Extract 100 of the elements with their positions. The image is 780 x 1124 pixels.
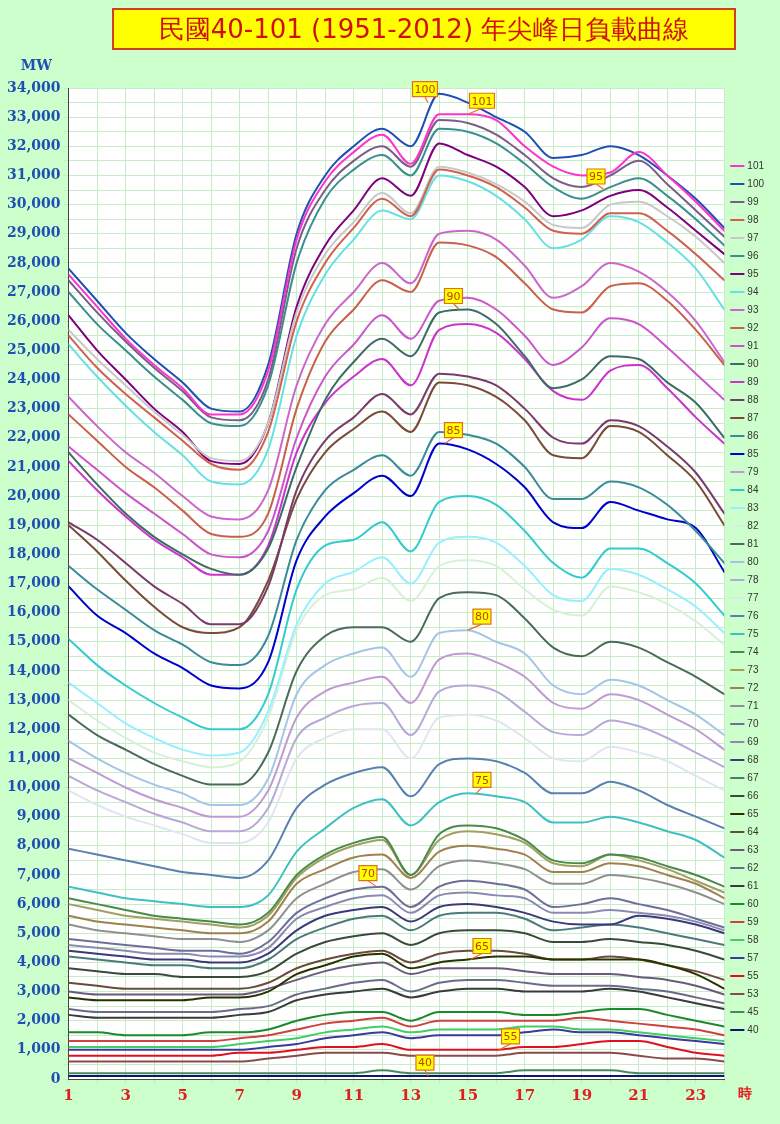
annotation: 75 [474,773,489,787]
legend-label: 80 [747,555,759,567]
y-tick-label: 2,000 [16,1011,61,1028]
x-tick-label: 15 [457,1085,479,1104]
legend-label: 74 [747,645,759,657]
legend-label: 76 [747,609,759,621]
annotation: 55 [503,1030,518,1044]
legend-label: 83 [747,501,759,513]
legend-label: 98 [747,213,759,225]
y-tick-label: 27,000 [6,282,61,299]
x-tick-label: 9 [291,1085,302,1104]
legend-label: 68 [747,753,759,765]
y-tick-label: 0 [50,1069,61,1086]
chart-title: 民國40-101 (1951-2012) 年尖峰日負載曲線 [112,8,736,50]
legend-label: 101 [747,159,765,171]
y-tick-label: 33,000 [6,107,61,124]
legend-label: 60 [747,897,759,909]
x-tick-label: 17 [514,1085,536,1104]
legend-label: 79 [747,465,759,477]
x-tick-label: 21 [628,1085,650,1104]
y-tick-label: 7,000 [16,865,61,882]
legend-label: 96 [747,249,759,261]
annotation: 70 [360,866,375,880]
legend-label: 81 [747,537,759,549]
legend-label: 65 [747,807,759,819]
legend-label: 84 [747,483,759,495]
legend-label: 57 [747,951,759,963]
y-tick-label: 19,000 [6,515,61,532]
y-tick-label: 22,000 [6,428,61,445]
y-tick-label: 6,000 [16,894,61,911]
x-tick-label: 3 [120,1085,131,1104]
y-tick-label: 30,000 [6,195,61,212]
legend-label: 55 [747,969,759,981]
legend-label: 71 [747,699,759,711]
legend-label: 92 [747,321,759,333]
y-tick-label: 13,000 [6,690,61,707]
legend-label: 95 [747,267,759,279]
legend-label: 86 [747,429,759,441]
legend-label: 78 [747,573,759,585]
y-tick-label: 16,000 [6,603,61,620]
x-tick-label: 1 [63,1085,74,1104]
legend-label: 89 [747,375,759,387]
legend-label: 77 [747,591,759,603]
legend-label: 69 [747,735,759,747]
y-tick-label: 23,000 [6,399,61,416]
y-tick-label: 25,000 [6,340,61,357]
x-tick-label: 5 [177,1085,188,1104]
x-tick-label: 19 [571,1085,593,1104]
y-tick-label: 32,000 [6,136,61,153]
legend-label: 82 [747,519,759,531]
y-tick-label: 20,000 [6,486,61,503]
y-tick-label: 29,000 [6,224,61,241]
legend-label: 70 [747,717,759,729]
y-tick-label: 28,000 [6,253,61,270]
x-tick-label: 7 [234,1085,245,1104]
annotation: 100 [414,82,436,96]
legend-label: 67 [747,771,759,783]
legend-label: 63 [747,843,759,855]
legend-label: 94 [747,285,759,297]
y-tick-label: 34,000 [6,78,61,95]
legend-label: 73 [747,663,759,675]
legend-label: 97 [747,231,759,243]
legend-label: 93 [747,303,759,315]
legend-label: 66 [747,789,759,801]
x-tick-label: 11 [343,1085,365,1104]
legend-label: 88 [747,393,759,405]
legend-label: 53 [747,987,759,999]
legend-label: 99 [747,195,759,207]
legend-label: 64 [747,825,759,837]
legend-label: 62 [747,861,759,873]
annotation: 65 [474,939,489,953]
x-tick-label: 23 [685,1085,707,1104]
legend-label: 72 [747,681,759,693]
y-tick-label: 17,000 [6,574,61,591]
legend-label: 75 [747,627,759,639]
y-tick-label: 5,000 [16,923,61,940]
legend-label: 90 [747,357,759,369]
legend-label: 45 [747,1005,759,1017]
y-tick-label: 3,000 [16,982,61,999]
annotation: 80 [474,610,489,624]
annotation: 101 [471,94,493,108]
y-tick-label: 24,000 [6,370,61,387]
y-axis-title: MW [20,56,53,73]
x-tick-label: 13 [400,1085,422,1104]
y-tick-label: 21,000 [6,457,61,474]
legend-label: 91 [747,339,759,351]
legend-label: 59 [747,915,759,927]
annotation: 95 [589,170,604,184]
legend-label: 87 [747,411,759,423]
y-tick-label: 8,000 [16,836,61,853]
y-tick-label: 31,000 [6,166,61,183]
y-tick-label: 15,000 [6,632,61,649]
legend-label: 61 [747,879,759,891]
legend-label: 85 [747,447,759,459]
x-axis-title: 時 [738,1084,753,1101]
y-tick-label: 18,000 [6,544,61,561]
y-tick-label: 26,000 [6,311,61,328]
legend-label: 40 [747,1023,759,1035]
y-tick-label: 4,000 [16,953,61,970]
y-tick-label: 9,000 [16,807,61,824]
